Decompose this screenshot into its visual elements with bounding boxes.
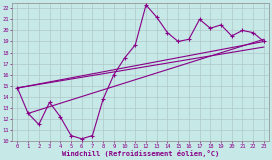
X-axis label: Windchill (Refroidissement éolien,°C): Windchill (Refroidissement éolien,°C) [62, 150, 219, 157]
